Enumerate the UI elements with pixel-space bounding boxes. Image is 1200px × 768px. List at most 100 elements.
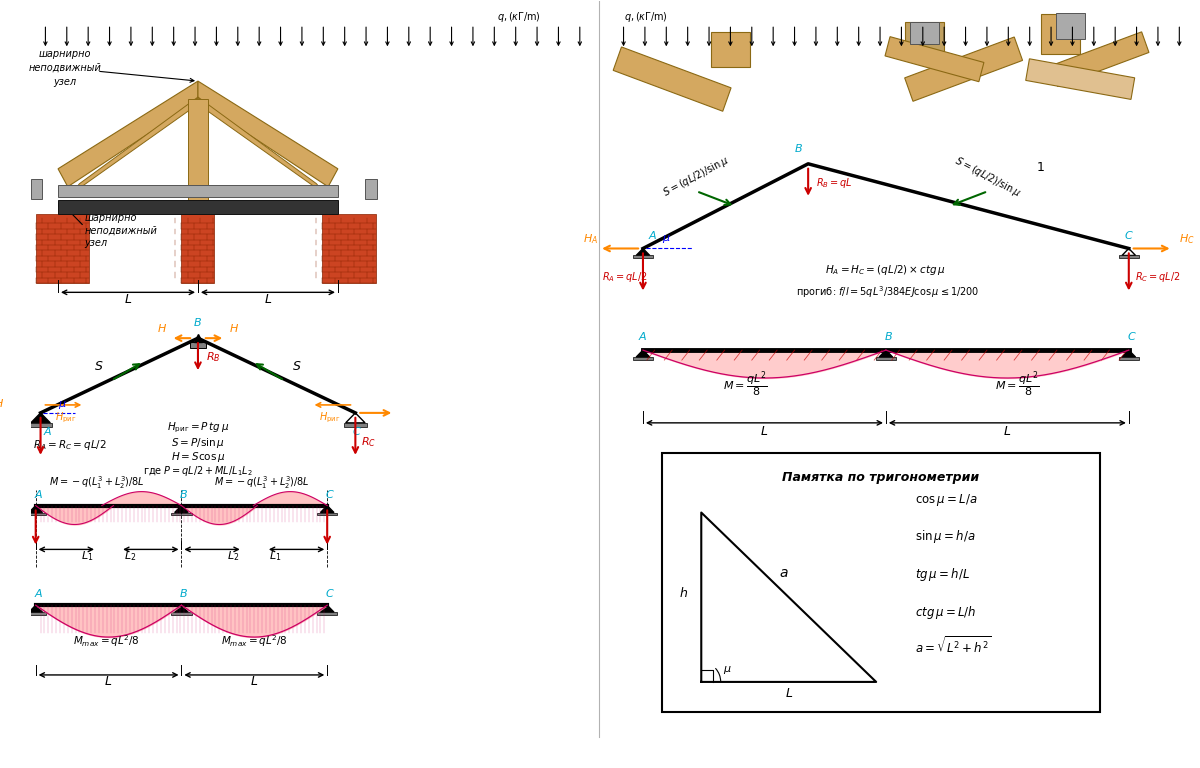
Polygon shape	[1122, 249, 1135, 256]
Polygon shape	[613, 47, 731, 111]
Bar	[1118, 256, 1139, 258]
Text: $S$: $S$	[94, 360, 103, 373]
Text: $L_2$: $L_2$	[124, 549, 136, 563]
Bar	[910, 22, 940, 45]
Polygon shape	[710, 31, 750, 67]
Text: $q, (\kappa\Gamma/\mathrm{m})$: $q, (\kappa\Gamma/\mathrm{m})$	[497, 10, 541, 25]
Polygon shape	[880, 350, 893, 357]
Bar	[58, 203, 338, 207]
Polygon shape	[72, 97, 198, 194]
Text: $L$: $L$	[251, 675, 258, 688]
Polygon shape	[346, 413, 365, 423]
Text: $R_C = qL/2$: $R_C = qL/2$	[1135, 270, 1180, 284]
Bar	[1056, 13, 1085, 39]
Text: $R_A = qL/2$: $R_A = qL/2$	[602, 270, 648, 284]
Text: $\sin\mu = h/a$: $\sin\mu = h/a$	[916, 528, 976, 545]
Text: $A$: $A$	[43, 425, 53, 437]
Polygon shape	[29, 605, 42, 612]
Polygon shape	[29, 505, 42, 512]
Text: $R_B$: $R_B$	[205, 350, 221, 364]
Text: $A$: $A$	[34, 588, 43, 599]
Bar	[25, 512, 46, 515]
Text: $q, (\kappa\Gamma/\mathrm{m})$: $q, (\kappa\Gamma/\mathrm{m})$	[624, 10, 667, 25]
Bar	[876, 357, 896, 360]
Text: $L$: $L$	[785, 687, 793, 700]
Bar	[1118, 357, 1139, 360]
Bar	[58, 200, 338, 214]
Bar	[317, 612, 337, 615]
Text: $C$: $C$	[1124, 229, 1134, 240]
Text: $1$: $1$	[1037, 161, 1045, 174]
Polygon shape	[1050, 31, 1148, 87]
Text: $a = \sqrt{L^2 + h^2}$: $a = \sqrt{L^2 + h^2}$	[916, 636, 991, 657]
Text: $M_{max} = qL^2/8$: $M_{max} = qL^2/8$	[73, 634, 140, 649]
Bar	[25, 612, 46, 615]
Text: Памятка по тригонометрии: Памятка по тригонометрии	[782, 471, 979, 484]
Text: $A$: $A$	[34, 488, 43, 500]
Polygon shape	[1122, 350, 1135, 357]
Polygon shape	[175, 505, 188, 512]
Text: прогиб: $f/l = 5qL^3/384EJ\cos\mu \leq 1/200$: прогиб: $f/l = 5qL^3/384EJ\cos\mu \leq 1…	[797, 284, 979, 300]
Text: шарнирно: шарнирно	[38, 49, 91, 59]
Text: $M = \dfrac{qL^2}{8}$: $M = \dfrac{qL^2}{8}$	[995, 370, 1039, 400]
Text: $B$: $B$	[884, 330, 893, 343]
Text: $S$: $S$	[293, 360, 302, 373]
Polygon shape	[198, 97, 324, 194]
Polygon shape	[1026, 59, 1135, 99]
Polygon shape	[636, 350, 649, 357]
Polygon shape	[636, 249, 649, 256]
Text: $\mu$: $\mu$	[662, 233, 671, 244]
Polygon shape	[198, 81, 338, 187]
Text: $L_1$: $L_1$	[270, 549, 282, 563]
Bar	[188, 99, 208, 219]
Polygon shape	[905, 22, 944, 57]
Text: $M = \dfrac{qL^2}{8}$: $M = \dfrac{qL^2}{8}$	[722, 370, 767, 400]
Bar	[365, 179, 377, 199]
Text: $B$: $B$	[180, 488, 188, 500]
Text: $R_A = R_C = qL/2$: $R_A = R_C = qL/2$	[32, 438, 107, 452]
Text: $L$: $L$	[264, 293, 272, 306]
Text: $C$: $C$	[1127, 330, 1136, 343]
Bar	[632, 256, 653, 258]
Bar	[323, 214, 376, 283]
Text: $\mu$: $\mu$	[722, 664, 731, 676]
Bar	[317, 512, 337, 515]
Text: $M = -q(L_1^3 + L_2^3)/8L$: $M = -q(L_1^3 + L_2^3)/8L$	[49, 474, 145, 491]
Text: $C$: $C$	[353, 425, 362, 437]
Text: где $P = qL/2 + ML/L_1L_2$: где $P = qL/2 + ML/L_1L_2$	[143, 464, 253, 478]
Text: $B$: $B$	[793, 142, 803, 154]
Bar	[190, 343, 205, 348]
Text: $S = (qL/2)/\sin\mu$: $S = (qL/2)/\sin\mu$	[661, 154, 732, 200]
Text: неподвижный: неподвижный	[29, 63, 101, 73]
Polygon shape	[886, 37, 984, 81]
Text: $H$: $H$	[0, 397, 4, 409]
Text: $S = (qL/2)/\sin\mu$: $S = (qL/2)/\sin\mu$	[953, 154, 1024, 200]
Text: узел: узел	[84, 239, 108, 249]
Bar	[662, 453, 1099, 712]
Text: $tg\,\mu = h/L$: $tg\,\mu = h/L$	[916, 566, 970, 583]
Polygon shape	[320, 605, 334, 612]
Text: $R_B = qL$: $R_B = qL$	[816, 176, 853, 190]
Bar	[632, 357, 653, 360]
Text: $C$: $C$	[325, 488, 335, 500]
Text: $H$: $H$	[157, 323, 167, 334]
Text: неподвижный: неподвижный	[84, 226, 157, 236]
Text: $H_A = H_C = (qL/2) \times ctg\,\mu$: $H_A = H_C = (qL/2) \times ctg\,\mu$	[826, 263, 947, 277]
Text: $L_2$: $L_2$	[227, 549, 239, 563]
Text: $\mu$: $\mu$	[58, 399, 67, 411]
Polygon shape	[58, 81, 198, 187]
Text: $R_C$: $R_C$	[361, 435, 377, 449]
Text: шарнирно: шарнирно	[84, 213, 137, 223]
Polygon shape	[905, 37, 1022, 101]
Bar	[181, 214, 215, 283]
Bar	[36, 214, 89, 283]
Text: $H = S\cos\mu$: $H = S\cos\mu$	[170, 450, 226, 464]
Text: $M = -q(L_1^3 + L_2^3)/8L$: $M = -q(L_1^3 + L_2^3)/8L$	[215, 474, 310, 491]
Bar	[343, 423, 367, 427]
Text: $L$: $L$	[761, 425, 768, 438]
Text: $H_C$: $H_C$	[1180, 233, 1195, 247]
Text: $H_A$: $H_A$	[583, 233, 598, 247]
Text: $L$: $L$	[104, 675, 113, 688]
Text: $H$: $H$	[229, 323, 239, 334]
Text: $H_{\rm{риг}} = P\,tg\,\mu$: $H_{\rm{риг}} = P\,tg\,\mu$	[167, 420, 229, 435]
